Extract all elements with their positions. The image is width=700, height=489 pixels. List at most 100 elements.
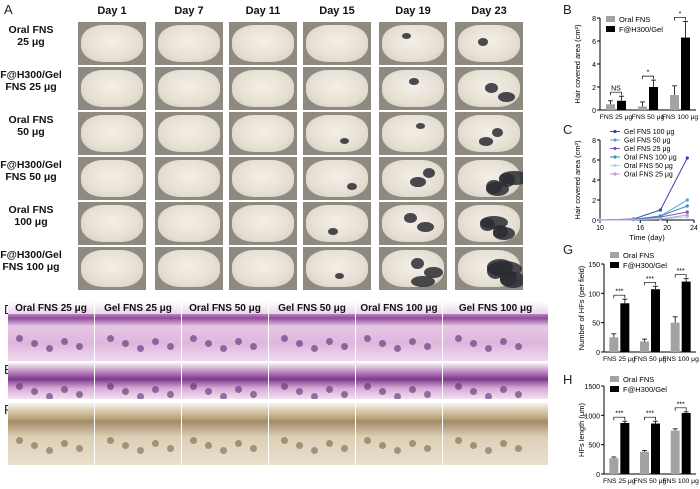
legend-label: Oral FNS 100 μg (624, 155, 677, 162)
skin-area (458, 70, 520, 107)
mouse-back-photo (155, 157, 223, 200)
bar (670, 95, 679, 110)
bar (681, 281, 691, 352)
he-stain-cross-section (95, 363, 181, 399)
y-tick-label: 8 (592, 138, 596, 145)
histology-label: Gel FNS 50 μg (269, 303, 355, 314)
hair-follicle (190, 382, 197, 390)
hair-follicle (250, 390, 257, 398)
hair-follicle (235, 385, 242, 393)
ihc-stain-section (443, 403, 548, 465)
y-axis-label: Number of HFs (per field) (577, 265, 586, 350)
significance-bracket (613, 416, 626, 421)
hair-follicle (46, 392, 53, 399)
significance-bracket (674, 407, 687, 411)
x-tick-label: 20 (663, 225, 671, 232)
hair-follicle (46, 447, 53, 455)
data-point (685, 210, 689, 214)
hair-follicle (122, 339, 129, 347)
mouse-back-photo (379, 202, 447, 245)
skin-area (382, 205, 444, 242)
hair-regrowth-patch (402, 33, 411, 39)
hair-follicle (296, 442, 303, 450)
mouse-back-photo (303, 67, 371, 110)
skin-area (232, 25, 294, 62)
y-tick-label: 0 (596, 472, 600, 479)
mouse-back-photo (229, 22, 297, 65)
hair-follicle (250, 445, 257, 453)
hair-follicle (235, 337, 242, 345)
hair-follicle (424, 445, 431, 453)
hair-regrowth-patch (478, 38, 489, 46)
significance-marker: *** (615, 411, 623, 418)
significance-bracket (674, 17, 686, 21)
skin-area (306, 70, 368, 107)
mouse-back-photo (229, 112, 297, 155)
hair-regrowth-patch (492, 128, 503, 137)
y-tick-label: 0 (592, 108, 596, 115)
x-tick-label: 16 (636, 225, 644, 232)
he-stain-section: Oral FNS 25 μg (8, 303, 94, 361)
mouse-back-photo (379, 157, 447, 200)
mouse-back-photo (455, 67, 523, 110)
hair-follicle (515, 342, 522, 350)
y-tick-label: 1500 (584, 384, 600, 391)
legend-label: F@H300/Gel (623, 261, 667, 270)
y-tick-label: 0 (592, 218, 596, 225)
hair-follicle (394, 392, 401, 399)
panel-label-g: G (563, 242, 574, 257)
hair-follicle (281, 437, 288, 445)
hair-follicle (122, 442, 129, 450)
skin-area (81, 115, 143, 152)
skin-area (158, 205, 220, 242)
legend-marker (613, 138, 617, 142)
hair-follicle (394, 447, 401, 455)
legend-swatch (610, 262, 619, 268)
hair-follicle (485, 392, 492, 399)
hair-follicle (137, 447, 144, 455)
hair-follicle (61, 385, 68, 393)
hair-regrowth-patch (485, 83, 498, 94)
data-point (685, 204, 689, 208)
hair-follicle (31, 387, 38, 395)
hair-follicle (76, 445, 83, 453)
he-stain-cross-section (269, 363, 355, 399)
hair-follicle (500, 385, 507, 393)
data-point (685, 198, 689, 202)
hair-follicle (296, 339, 303, 347)
skin-area (458, 250, 523, 288)
hair-follicle (281, 382, 288, 390)
hair-follicle (31, 442, 38, 450)
hair-follicle (220, 447, 227, 455)
hair-follicle (364, 437, 371, 445)
hair-regrowth-patch (409, 78, 419, 86)
hair-follicle (61, 440, 68, 448)
hair-follicle (46, 344, 53, 352)
y-tick-label: 6 (592, 158, 596, 165)
mouse-back-photo (455, 247, 523, 290)
hair-regrowth-patch (423, 168, 436, 179)
y-axis-label: Hair covered area (cm²) (573, 24, 582, 104)
bar (651, 423, 660, 474)
hair-regrowth-patch (479, 137, 493, 146)
mouse-back-photo (78, 112, 146, 155)
skin-area (306, 25, 368, 62)
hair-follicle (16, 334, 23, 342)
hair-follicle (205, 442, 212, 450)
bar (681, 412, 691, 474)
legend-label: F@H300/Gel (623, 385, 667, 394)
hair-follicle (311, 392, 318, 399)
mouse-back-photo (303, 202, 371, 245)
x-tick-label: FNS 100 μg (662, 478, 699, 485)
hair-follicle (326, 337, 333, 345)
x-tick-label: FNS 100 μg (662, 114, 699, 121)
row-label: F@H300/Gel FNS 100 μg (0, 249, 62, 273)
panel-label-b: B (563, 2, 572, 17)
bar (620, 422, 630, 474)
y-tick-label: 2 (592, 85, 596, 92)
bar (670, 430, 680, 474)
hair-follicle (190, 437, 197, 445)
bar (606, 104, 615, 110)
y-tick-label: 4 (592, 62, 596, 69)
mouse-back-photo (78, 67, 146, 110)
